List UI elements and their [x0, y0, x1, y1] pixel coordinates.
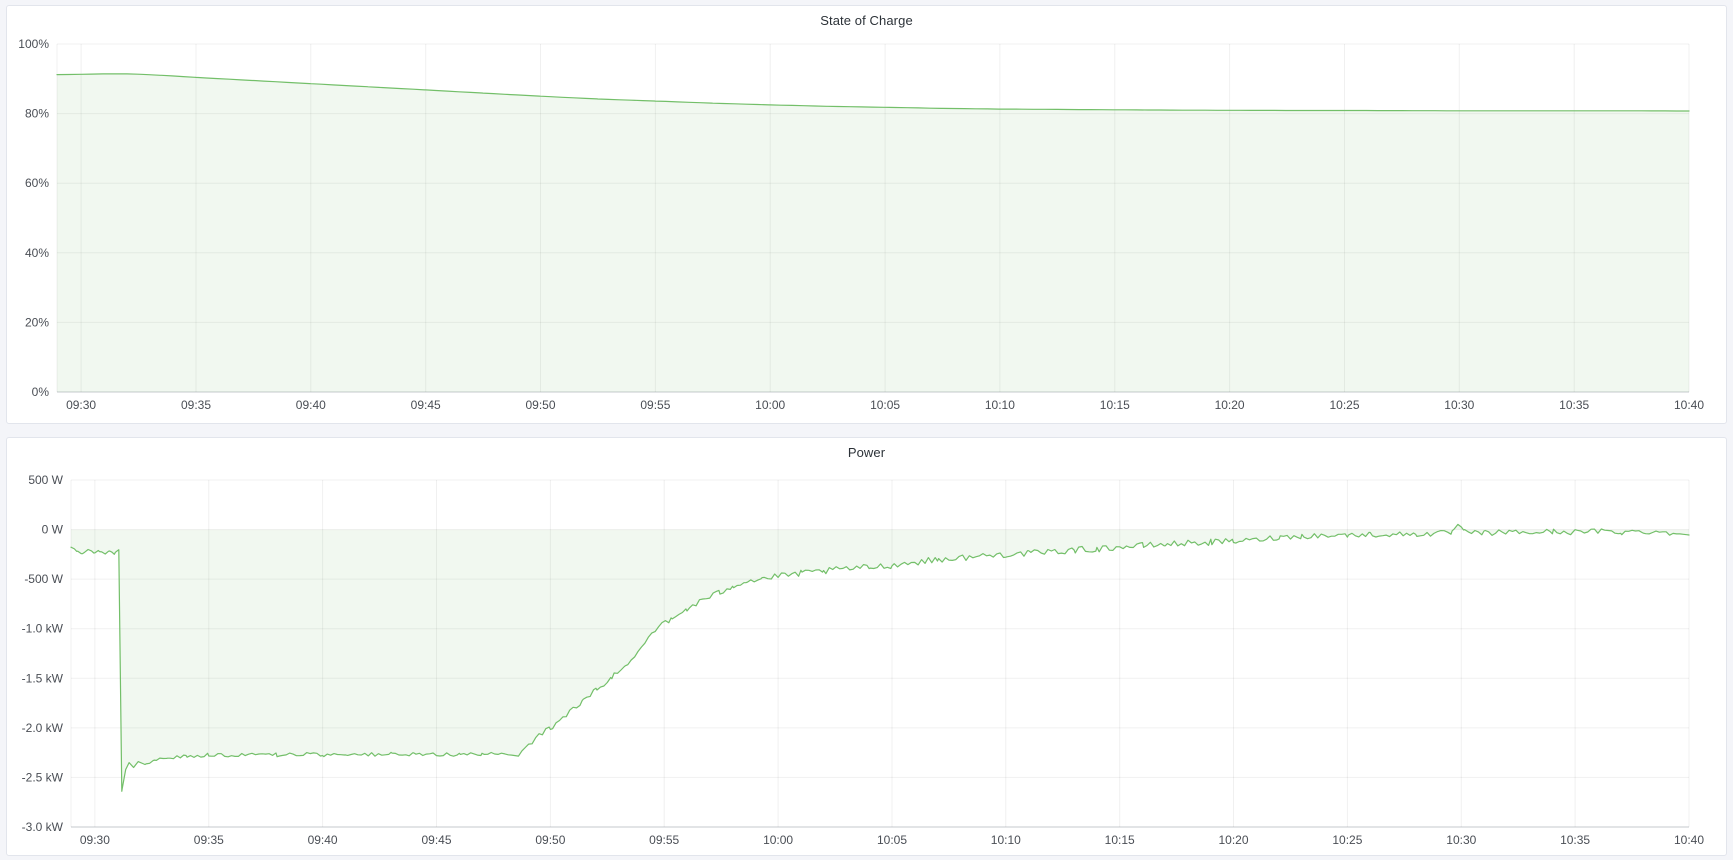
area-fill [57, 73, 1689, 393]
x-tick-label: 10:05 [870, 398, 900, 412]
panel-title-state-of-charge[interactable]: State of Charge [820, 12, 913, 28]
x-tick-label: 10:20 [1215, 398, 1245, 412]
x-tick-label: 10:15 [1105, 833, 1135, 847]
y-tick-label: 80% [25, 107, 49, 121]
y-tick-label: 0 W [42, 523, 64, 537]
y-tick-label: -2.0 kW [22, 721, 64, 735]
y-tick-label: 0% [32, 385, 50, 399]
x-tick-label: 09:40 [308, 833, 338, 847]
y-tick-label: -1.0 kW [22, 622, 64, 636]
x-tick-label: 09:55 [640, 398, 670, 412]
x-tick-label: 09:45 [421, 833, 451, 847]
y-tick-label: 40% [25, 246, 49, 260]
x-tick-label: 09:55 [649, 833, 679, 847]
x-tick-label: 10:00 [755, 398, 785, 412]
x-tick-label: 10:20 [1218, 833, 1248, 847]
series-line [70, 523, 1690, 792]
x-tick-label: 10:25 [1329, 398, 1359, 412]
soc-chart[interactable]: 0% 20% 40% 60% 80% 100% 09:30 09:35 09:40 09:45 09… [7, 34, 1724, 423]
x-tick-label: 10:10 [985, 398, 1015, 412]
x-tick-label: 10:30 [1446, 833, 1476, 847]
x-tick-label: 10:30 [1444, 398, 1474, 412]
x-tick-label: 09:30 [66, 398, 96, 412]
y-tick-label: -500 W [24, 572, 63, 586]
power-chart[interactable]: 500 W 0 W -500 W -1.0 kW -1.5 kW -2.0 kW -2.5 … [7, 466, 1724, 855]
x-tick-label: 09:35 [194, 833, 224, 847]
series-line [56, 73, 1690, 112]
x-tick-label: 10:15 [1100, 398, 1130, 412]
y-tick-label: 500 W [28, 473, 63, 487]
y-tick-label: 20% [25, 315, 49, 329]
x-tick-label: 09:50 [535, 833, 565, 847]
x-tick-label: 10:05 [877, 833, 907, 847]
y-tick-label: 60% [25, 176, 49, 190]
y-tick-label: -1.5 kW [22, 671, 64, 685]
y-tick-label: -3.0 kW [22, 820, 64, 834]
panel-state-of-charge: State of Charge 0% 20% 40% 60% 80% 100% 09:30 0… [6, 5, 1727, 424]
panel-title-power[interactable]: Power [847, 444, 886, 460]
x-tick-label: 10:40 [1674, 398, 1704, 412]
power-chart-area: 500 W 0 W -500 W -1.0 kW -1.5 kW -2.0 kW -2.5 … [7, 466, 1726, 855]
x-tick-label: 10:25 [1332, 833, 1362, 847]
panel-power: Power 500 W 0 W -500 W -1.0 kW -1.5 kW -2.0 k… [6, 437, 1727, 856]
x-tick-label: 10:00 [763, 833, 793, 847]
y-tick-label: -2.5 kW [22, 770, 64, 784]
area-fill [71, 524, 1689, 792]
soc-chart-area: 0% 20% 40% 60% 80% 100% 09:30 09:35 09:40 09:45 09… [7, 34, 1726, 423]
x-tick-label: 09:40 [296, 398, 326, 412]
x-tick-label: 09:50 [525, 398, 555, 412]
x-tick-label: 09:45 [411, 398, 441, 412]
x-tick-label: 09:30 [80, 833, 110, 847]
x-tick-label: 10:10 [991, 833, 1021, 847]
x-tick-label: 10:35 [1560, 833, 1590, 847]
x-tick-label: 09:35 [181, 398, 211, 412]
x-tick-label: 10:35 [1559, 398, 1589, 412]
y-tick-label: 100% [18, 37, 49, 51]
x-tick-label: 10:40 [1674, 833, 1704, 847]
